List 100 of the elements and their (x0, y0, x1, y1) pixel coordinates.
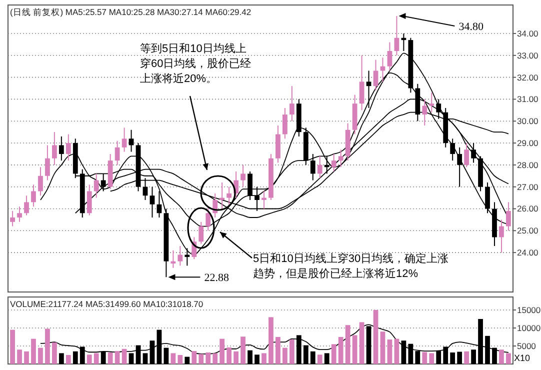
bar (45, 328, 50, 364)
bar (429, 353, 434, 364)
chart-title: (日线 前复权) MA5:25.57 MA10:25.28 MA30:27.14 MA60:29.42 (10, 7, 252, 17)
candlestick (457, 146, 462, 188)
bar (331, 344, 336, 364)
bar (345, 325, 350, 364)
y-tick-label: 26.00 (517, 204, 539, 214)
bar (108, 352, 113, 364)
bar (248, 350, 252, 364)
y-tick-label: 27.00 (517, 182, 539, 192)
bar (206, 352, 211, 364)
candlestick (220, 182, 225, 210)
bar (387, 340, 392, 364)
candlestick (248, 171, 252, 200)
y-tick-label: 25.00 (517, 226, 539, 236)
candlestick (282, 107, 288, 140)
y-tick-label: 5000 (517, 340, 536, 351)
bar (254, 354, 260, 364)
candlestick (38, 166, 43, 196)
y-tick-label: 28.00 (517, 160, 539, 170)
annotation: 等到5日和10日均线上穿60日均线，股价已经上涨将近20%。 (140, 42, 252, 85)
candlestick (485, 182, 490, 214)
bar (317, 354, 322, 364)
candlestick (422, 98, 428, 126)
candlestick (506, 202, 511, 232)
annotation: 34.80 (458, 20, 484, 33)
bar (324, 353, 330, 364)
bar (422, 352, 428, 364)
candlestick (429, 92, 434, 113)
bar (352, 335, 358, 364)
bar (506, 353, 511, 364)
annotation: 22.88 (204, 272, 230, 284)
candlestick (450, 138, 456, 162)
y-tick-label: 24.00 (517, 248, 539, 258)
bar (394, 338, 400, 364)
y-tick-label: 30.00 (517, 116, 539, 126)
candlestick (401, 32, 406, 52)
bar (24, 351, 29, 364)
candlestick (226, 186, 232, 208)
bar (31, 338, 36, 364)
bar (359, 322, 364, 364)
candlestick (359, 54, 364, 111)
candlestick (66, 134, 71, 162)
candlestick (114, 140, 120, 166)
bar (471, 350, 476, 364)
bar (282, 348, 288, 364)
candlestick (94, 173, 99, 198)
bar (240, 336, 246, 364)
bar (457, 352, 462, 364)
annotation: 5日和10日均线上穿30日均线，确定上涨趋势，但是股价已经上涨将近12% (253, 252, 449, 280)
candlestick (58, 136, 64, 162)
bar (373, 310, 378, 364)
bar (164, 348, 169, 364)
candlestick (289, 86, 294, 122)
text: X10 (514, 353, 530, 363)
bar (289, 340, 294, 364)
candlestick (150, 186, 155, 218)
bar (122, 348, 127, 364)
candlestick (464, 142, 469, 168)
bar (72, 351, 78, 364)
candlestick (338, 149, 344, 168)
candlestick (17, 206, 22, 222)
y-tick-label: 29.00 (517, 138, 539, 148)
y-tick-label: 31.00 (517, 94, 539, 104)
bar (310, 351, 316, 364)
y-tick-label: 15000 (517, 304, 541, 315)
candlestick (240, 164, 246, 188)
y-tick-label: 10000 (517, 322, 541, 333)
candlestick (198, 221, 204, 244)
bar (220, 338, 225, 364)
bar (499, 350, 504, 364)
candlestick (499, 219, 504, 254)
candlestick (471, 142, 476, 164)
bar (38, 348, 43, 364)
bar (94, 353, 99, 364)
y-tick-label: 33.00 (517, 50, 539, 60)
bar (66, 354, 71, 364)
candlestick (10, 210, 15, 227)
bar (10, 330, 15, 364)
candlestick (122, 127, 127, 152)
bar (450, 352, 456, 364)
candlestick (373, 59, 378, 91)
candlestick (86, 184, 92, 216)
candlestick (310, 153, 316, 181)
bar (276, 336, 280, 364)
bar (142, 353, 148, 364)
bar (464, 351, 469, 364)
candlestick (178, 245, 183, 266)
bar (52, 342, 57, 364)
bar (17, 350, 22, 364)
candlestick (170, 250, 176, 268)
bar (198, 354, 204, 364)
bar (58, 353, 64, 364)
candlestick (394, 15, 400, 56)
bar (234, 351, 238, 364)
bar (170, 353, 176, 364)
y-tick-label: 32.00 (517, 72, 539, 82)
candlestick (24, 195, 29, 216)
candlestick (128, 129, 134, 152)
bar (226, 347, 232, 364)
